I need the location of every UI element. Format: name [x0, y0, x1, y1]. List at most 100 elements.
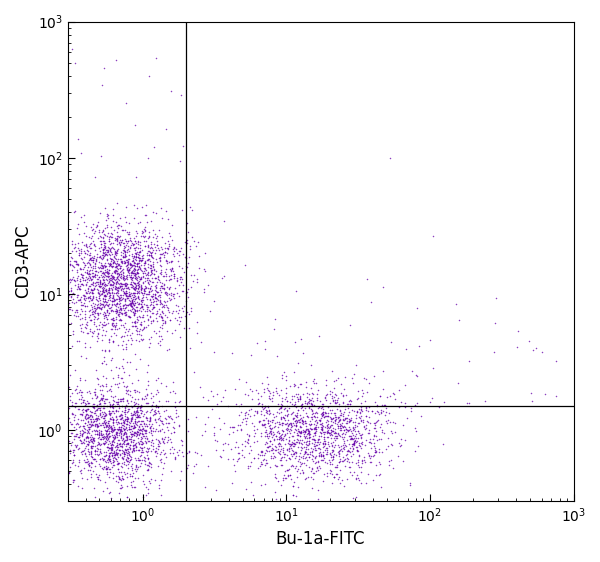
Point: [130, 274, 140, 283]
Point: [331, 413, 341, 422]
Point: [115, 239, 124, 248]
Point: [376, 405, 386, 414]
Point: [257, 402, 266, 411]
Point: [371, 427, 380, 436]
Point: [83, 437, 93, 446]
Point: [99, 260, 109, 269]
Point: [98, 413, 108, 422]
Point: [133, 269, 143, 278]
Point: [137, 407, 146, 416]
Point: [107, 445, 117, 454]
Point: [137, 424, 146, 433]
Point: [115, 436, 124, 445]
Point: [105, 455, 115, 464]
Point: [68, 262, 78, 271]
Point: [110, 307, 119, 316]
Point: [353, 387, 362, 396]
Point: [100, 410, 110, 419]
Point: [142, 433, 152, 442]
Point: [116, 273, 126, 282]
Point: [166, 288, 176, 297]
Point: [72, 307, 82, 316]
Point: [309, 378, 319, 387]
Point: [67, 247, 77, 256]
Point: [319, 438, 328, 447]
Point: [343, 426, 353, 435]
Point: [277, 394, 287, 403]
Point: [344, 439, 354, 448]
Point: [143, 303, 153, 312]
Point: [315, 396, 325, 405]
Point: [126, 273, 136, 282]
Point: [111, 472, 121, 481]
Point: [336, 420, 346, 429]
Point: [132, 407, 142, 416]
Point: [116, 255, 125, 264]
Point: [110, 269, 120, 278]
Point: [108, 400, 118, 409]
Point: [146, 248, 155, 257]
Point: [128, 300, 137, 309]
Point: [64, 290, 74, 299]
Point: [114, 402, 124, 411]
Point: [74, 251, 84, 260]
Point: [106, 261, 115, 270]
Point: [294, 437, 304, 446]
Point: [98, 439, 108, 448]
Point: [70, 411, 80, 420]
Point: [110, 275, 120, 284]
Point: [87, 256, 97, 265]
Point: [83, 439, 92, 448]
Point: [298, 406, 308, 415]
Point: [76, 436, 85, 445]
Point: [154, 436, 163, 445]
Point: [116, 305, 125, 314]
Point: [119, 268, 128, 277]
Point: [291, 411, 301, 420]
Point: [307, 389, 316, 398]
Point: [289, 391, 299, 400]
Point: [84, 461, 94, 470]
Point: [97, 345, 106, 354]
Point: [125, 292, 134, 301]
Point: [146, 311, 155, 320]
Point: [76, 263, 85, 272]
Point: [104, 269, 114, 278]
Point: [133, 302, 142, 311]
Point: [91, 447, 100, 456]
Point: [306, 425, 316, 434]
Point: [89, 409, 99, 418]
Point: [322, 428, 332, 437]
Point: [110, 452, 119, 461]
Point: [282, 405, 292, 414]
Point: [136, 296, 146, 305]
Point: [107, 254, 116, 263]
Point: [148, 289, 158, 298]
Point: [92, 429, 101, 438]
Point: [133, 456, 142, 465]
Point: [75, 276, 85, 285]
Point: [377, 447, 387, 456]
Point: [112, 261, 121, 270]
Point: [78, 290, 88, 299]
Point: [117, 473, 127, 482]
Point: [151, 273, 160, 282]
Point: [268, 454, 278, 463]
Point: [142, 270, 152, 279]
Point: [167, 235, 177, 244]
Point: [228, 427, 238, 436]
Point: [131, 283, 140, 292]
Point: [158, 316, 167, 325]
Point: [107, 300, 117, 309]
Point: [283, 470, 293, 479]
Point: [359, 455, 369, 464]
Point: [65, 392, 75, 401]
Point: [127, 411, 136, 420]
Point: [153, 403, 163, 412]
Point: [109, 257, 119, 266]
Point: [142, 415, 152, 424]
Point: [340, 384, 349, 393]
Point: [154, 445, 163, 454]
Point: [115, 283, 125, 292]
Point: [122, 433, 132, 442]
